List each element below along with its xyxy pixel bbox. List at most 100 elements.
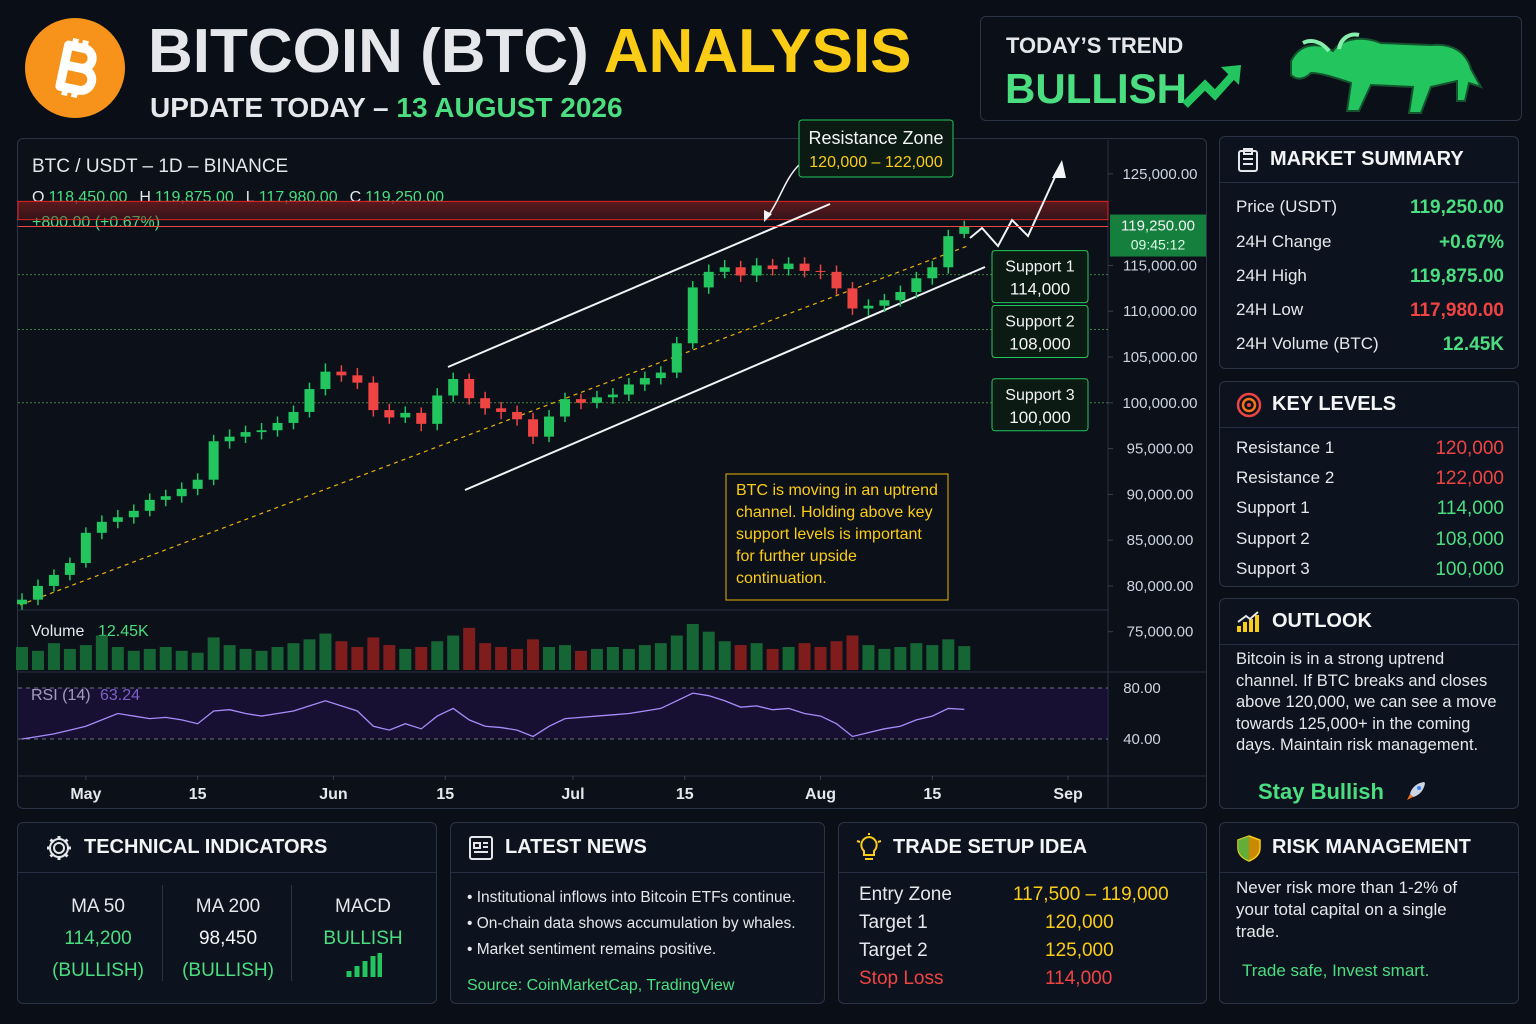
indicator: MACD BULLISH [293,891,433,955]
zone-pointer-head [764,210,772,222]
candle-body [336,371,347,376]
icon [47,835,71,860]
row-value: 119,250.00 [1409,197,1504,218]
candle-body [671,343,682,373]
subtitle: UPDATE TODAY – 13 AUGUST 2026 [150,92,623,124]
support-value: 100,000 [1009,408,1070,427]
candle-body [224,436,235,442]
y-tick-label: 80,000.00 [1127,578,1194,595]
trend-value: BULLISH [1005,65,1187,112]
volume-bar [734,645,747,670]
candle-body [176,488,187,497]
x-tick-label: 15 [923,786,941,803]
volume-bar [766,648,779,670]
volume-bar [590,648,603,670]
news-text: On-chain data shows accumulation by whal… [476,915,796,932]
indicator-status: (BULLISH) [182,960,274,981]
volume-bar [255,650,268,670]
indicator: MA 50 114,200 (BULLISH) [28,891,168,987]
volume-title: Volume [31,623,84,640]
candle-body [496,408,507,412]
summary-row: 24H Low 117,980.00 [1236,300,1504,322]
x-tick-label: 15 [436,786,454,803]
indicator-name: MACD [335,896,391,917]
support-value: 114,000 [1010,280,1070,299]
volume-bar [702,631,715,670]
panel-title: KEY LEVELS [1272,393,1397,415]
row-value: 12.45K [1442,334,1504,355]
panel-title: MARKET SUMMARY [1270,148,1464,170]
candle-body [639,378,650,385]
candle-body [112,517,123,522]
candle-body [128,510,139,518]
volume-bar [463,627,476,670]
trade-label: Stop Loss [859,968,944,989]
volume-bar [143,648,156,670]
support-box [991,305,1089,359]
row-value: 108,000 [1435,529,1504,550]
volume-bar [606,647,619,670]
candle-body [256,430,267,433]
candle-body [831,271,842,289]
x-tick-label: 15 [189,786,207,803]
indicator-value: 98,450 [198,928,258,949]
support-name: Support 2 [1005,314,1074,331]
candle-body [783,263,794,270]
news-source: Source: CoinMarketCap, TradingView [467,977,735,994]
volume-bar [718,641,731,670]
support-value: 108,000 [1009,335,1070,354]
page-title: BITCOIN (BTC) ANALYSIS [148,16,912,87]
panel-title: TRADE SETUP IDEA [893,836,1088,858]
candle-body [272,422,283,431]
rsi-band [18,688,1108,740]
row-value: 122,000 [1435,468,1504,489]
y-tick-label: 125,000.00 [1122,166,1197,183]
y-tick-label: 90,000.00 [1127,486,1194,503]
volume-bar [127,650,140,670]
trade-label: Entry Zone [859,884,952,905]
candle-body [655,372,666,379]
rsi-title: RSI (14) [31,687,91,704]
zone-title: Resistance Zone [808,128,943,148]
candle-body [959,226,970,234]
candle-body [32,585,43,600]
last-price-timer: 09:45:12 [1131,237,1186,253]
summary-row: 24H High 119,875.00 [1236,266,1504,288]
candle-body [559,399,570,417]
indicator-value: BULLISH [323,928,403,949]
projection-arrowhead [1052,160,1066,178]
rsi-line [21,692,965,740]
candle-body [432,395,443,424]
volume-bar [654,643,667,670]
row-label: 24H Volume (BTC) [1236,334,1379,353]
volume-bar [287,643,300,670]
title: BITCOIN (BTC) [148,17,589,86]
candle-body [416,412,427,424]
volume-bar [846,635,859,670]
candle-body [927,267,938,279]
volume-bar [207,637,220,670]
market-summary: MARKET SUMMARY Price (USDT) 119,250.00 24… [1219,136,1519,369]
zone-range: 120,000 – 122,000 [809,154,943,171]
candle-body [208,441,219,480]
volume-bar [862,645,875,670]
trend-label: TODAY’S TREND [1006,33,1184,58]
outlook-text: Bitcoin is in a strong uptrend channel. … [1236,650,1497,754]
divider [291,885,292,981]
zone-pointer [767,163,801,217]
date: 13 AUGUST 2026 [396,92,623,123]
level-row: Resistance 1 120,000 [1236,438,1504,460]
trade-label: Target 1 [859,912,928,933]
candle-body [16,599,27,605]
volume-bar [527,639,540,670]
candle-body [48,574,59,586]
x-tick-label: May [70,786,101,803]
trade-labels: Entry Zone Target 1 Target 2 Stop Loss [859,881,952,993]
volume-bar [431,641,444,670]
row-label: Support 2 [1236,529,1310,548]
volume-bar [383,645,396,670]
candle-body [288,411,299,423]
trade-values: 117,500 – 119,000 120,000 125,000 114,000 [1013,881,1169,993]
candle-body [911,278,922,292]
